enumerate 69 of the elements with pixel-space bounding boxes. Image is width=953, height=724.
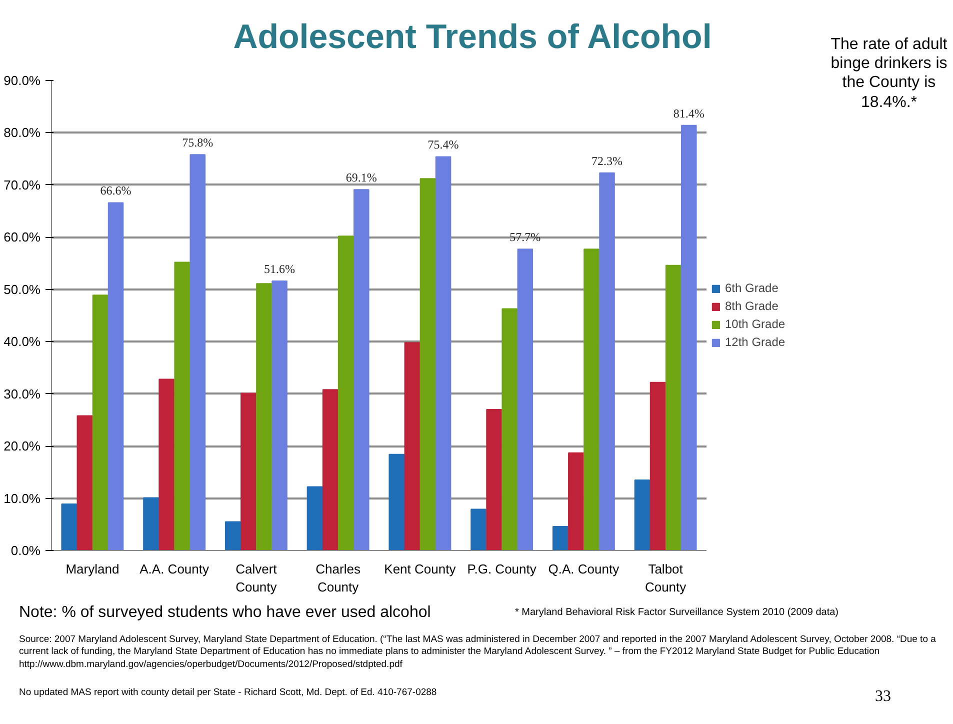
- y-tick-label: 80.0%: [4, 125, 41, 140]
- legend-label: 12th Grade: [725, 335, 786, 349]
- bar: [108, 202, 124, 550]
- y-tick-label: 20.0%: [4, 438, 41, 454]
- bar: [599, 172, 615, 550]
- bar: [158, 378, 174, 550]
- bar: [190, 154, 206, 550]
- bar: [322, 389, 338, 550]
- data-label: 66.6%: [100, 184, 132, 198]
- bar: [420, 178, 436, 550]
- bar: [486, 409, 502, 550]
- bar: [634, 480, 650, 550]
- bar: [650, 382, 666, 550]
- bar: [143, 497, 159, 550]
- y-tick-label: 10.0%: [4, 490, 41, 506]
- x-tick-label: Talbot County: [644, 562, 687, 594]
- x-tick-label: P.G. County: [467, 562, 537, 576]
- bar: [174, 262, 190, 550]
- bar: [568, 452, 584, 550]
- text: 33: [875, 687, 891, 707]
- data-label: 72.3%: [592, 154, 623, 168]
- data-label: 75.4%: [428, 138, 459, 152]
- y-tick-label: 30.0%: [4, 386, 41, 402]
- bar: [76, 415, 93, 550]
- text: * Maryland Behavioral Risk Factor Surveillance System 2010 (2009 data): [515, 606, 838, 620]
- chart-title: Adolescent Trends of Alcohol: [233, 17, 712, 58]
- bar: [354, 189, 370, 550]
- bar: [338, 236, 354, 550]
- legend-label: 6th Grade: [725, 281, 778, 295]
- y-tick-label: 40.0%: [4, 334, 41, 350]
- bar: [681, 124, 697, 550]
- bar: [224, 521, 241, 550]
- x-tick-label: Q.A. County: [548, 562, 620, 576]
- bar: [665, 264, 682, 550]
- text: No updated MAS report with county detail per State - Richard Scott, Md. Dept. of Ed. 410-767-0288: [19, 686, 437, 700]
- bar: [61, 504, 77, 550]
- text: Note: % of surveyed students who have ever used alcohol: [19, 603, 431, 623]
- bar: [92, 294, 108, 550]
- y-tick-label: 70.0%: [4, 177, 41, 192]
- legend-label: 8th Grade: [725, 299, 778, 313]
- data-label: 81.4%: [673, 106, 704, 120]
- x-tick-label: Kent County: [384, 562, 456, 576]
- y-tick-label: 90.0%: [4, 73, 41, 88]
- y-tick-label: 50.0%: [4, 282, 41, 297]
- text: The rate of adult binge drinkers is the County is 18.4%.*: [830, 35, 948, 112]
- x-tick-label: Calvert County: [236, 562, 278, 594]
- data-label: 51.6%: [264, 262, 296, 276]
- y-tick-label: 60.0%: [4, 230, 41, 245]
- bar: [502, 308, 518, 550]
- data-label: 75.8%: [182, 136, 214, 150]
- bar: [240, 392, 256, 550]
- data-label: 69.1%: [346, 170, 377, 185]
- bar: [435, 156, 452, 550]
- legend-label: 10th Grade: [725, 317, 786, 331]
- data-label: 57.7%: [510, 230, 541, 244]
- x-tick-label: Maryland: [66, 562, 120, 576]
- bar: [272, 280, 288, 550]
- bar: [256, 283, 272, 550]
- bar: [470, 508, 486, 550]
- y-tick-label: 0.0%: [10, 543, 41, 558]
- bar: [388, 454, 404, 550]
- bar: [404, 342, 420, 550]
- bar: [517, 248, 534, 550]
- source-note: Source: 2007 Maryland Adolescent Survey, Maryland State Department of Education. (“The last MAS was administered in December 2007 and reported in the 2007 Maryland Adolescent Survey, October 2008. “Due to a current lack of funding, the Maryland State Department of Education has no immediate plans to administer the Maryland Adolescent Survey. ” – from the FY2012 Maryland State Budget for Public Education http://www.dbm.maryland.gov/agencies/operbudget/Documents/2012/Proposed/stdpted.pdf: [19, 634, 937, 672]
- bar: [306, 486, 323, 550]
- x-tick-label: Charles County: [316, 562, 361, 594]
- bar: [584, 248, 600, 550]
- x-tick-label: A.A. County: [140, 562, 210, 576]
- bar: [552, 526, 568, 550]
